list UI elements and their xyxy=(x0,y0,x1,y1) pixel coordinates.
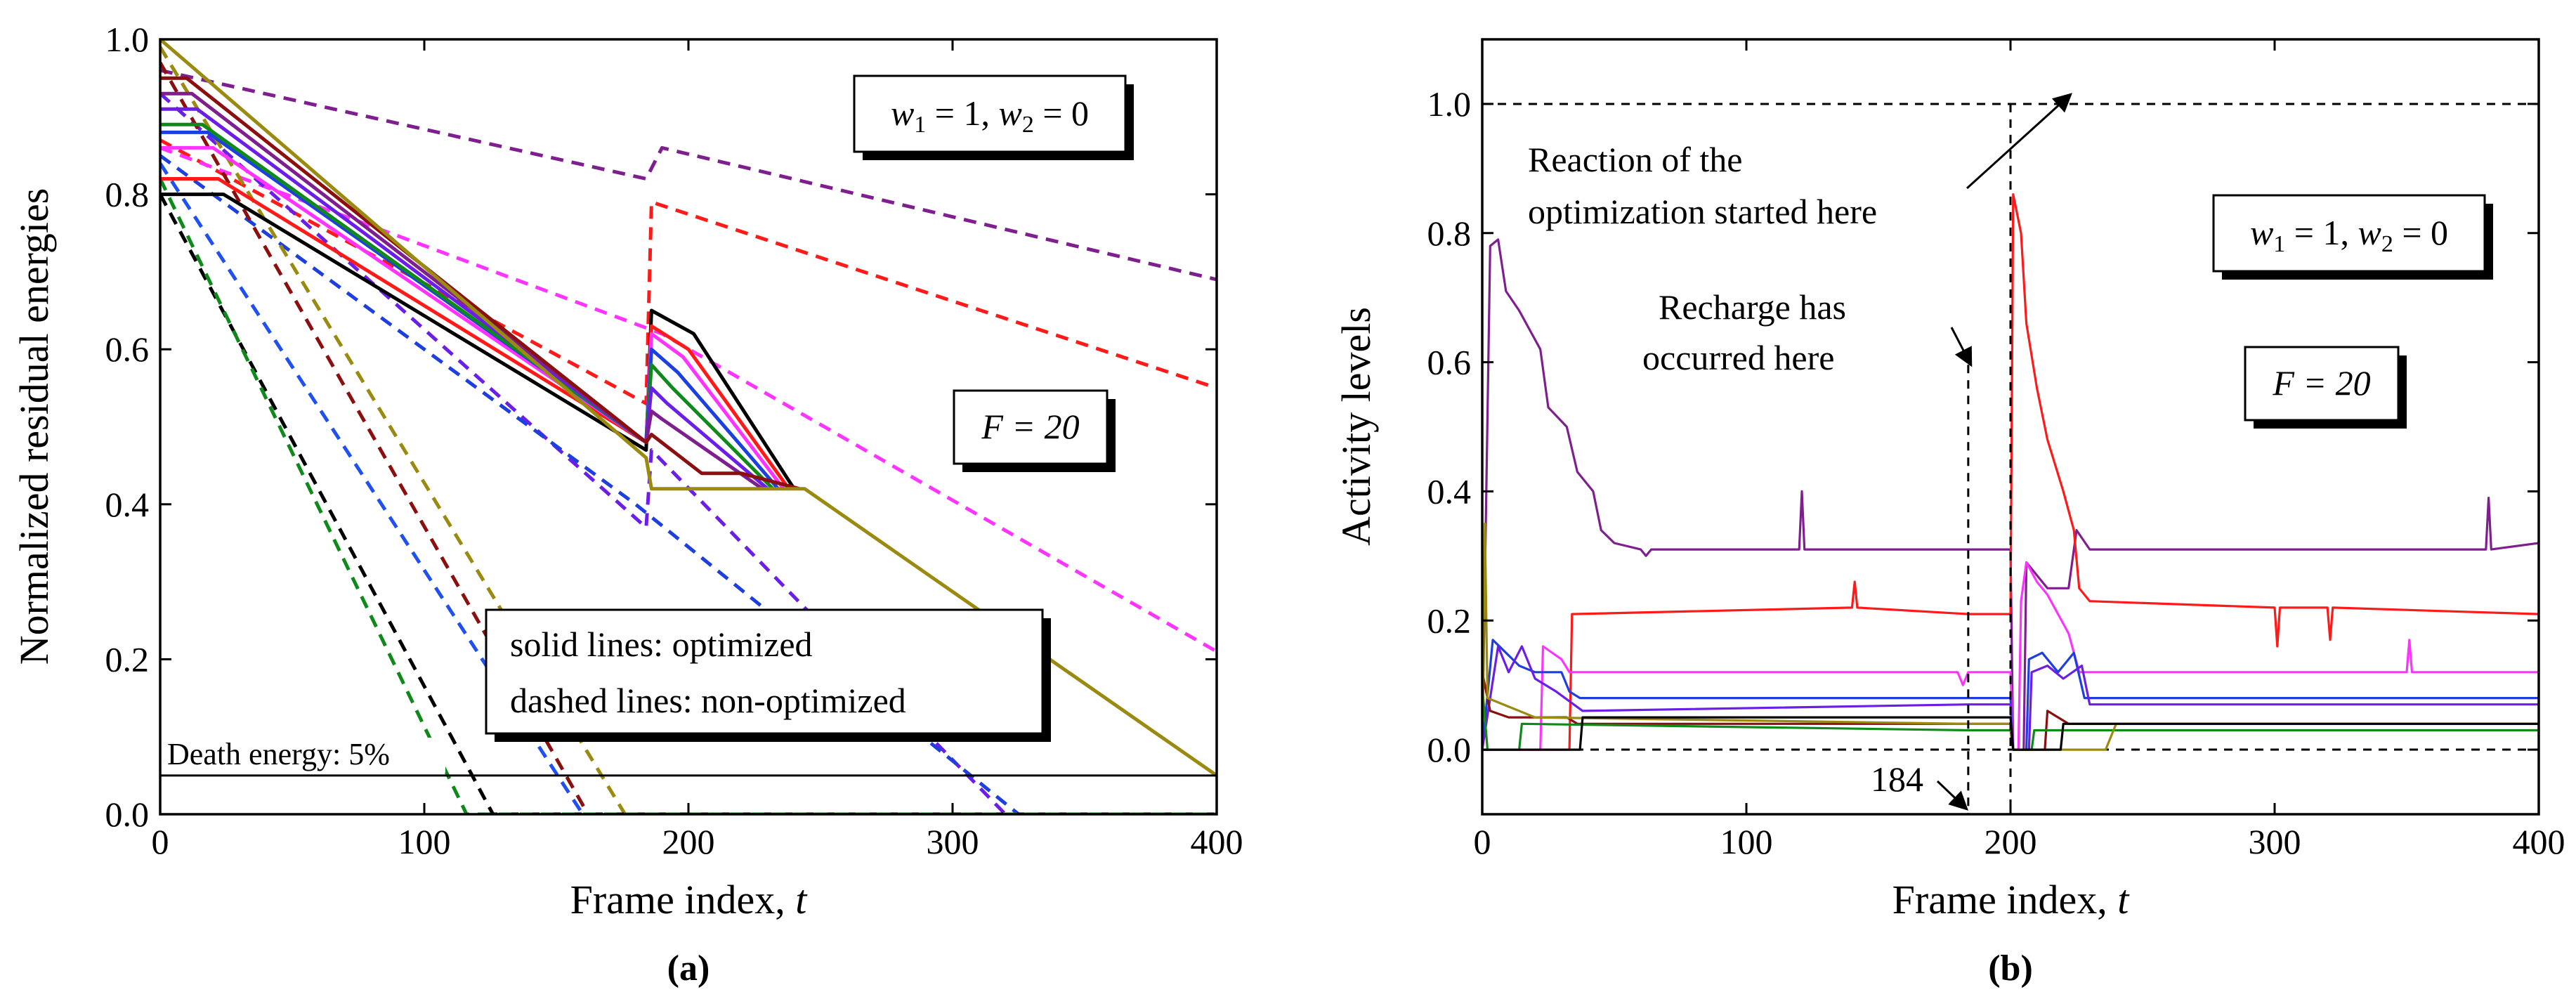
chart-b-series-red xyxy=(1482,193,2539,751)
chart-a-ytick-label: 0.2 xyxy=(105,639,150,679)
chart-a-ytick-label: 0.0 xyxy=(105,795,150,834)
chart-b-recharge-line1: Recharge has xyxy=(1659,287,1846,327)
chart-a-legend-solid: solid lines: optimized xyxy=(510,625,813,664)
chart-b: 0 100 200 300 400 0.0 0.2 0.4 0.6 0.8 1.0 Frame in… xyxy=(1333,38,2565,988)
chart-b-recharge-arrow xyxy=(1950,327,1973,367)
chart-b-marker-label: 184 xyxy=(1871,759,1923,799)
chart-a-series-olive-nonopt xyxy=(160,46,1217,814)
chart-a-legend-box xyxy=(485,608,1044,735)
chart-a-series-darkred-opt xyxy=(160,76,800,491)
chart-b-xtick-label: 300 xyxy=(2249,822,2301,861)
chart-b-weights-text: w1 = 1, w2 = 0 xyxy=(2250,213,2448,257)
chart-a-ytick-label: 0.4 xyxy=(105,485,150,524)
chart-b-frames-text: F = 20 xyxy=(2272,363,2370,403)
chart-a-weights-text: w1 = 1, w2 = 0 xyxy=(891,93,1089,138)
chart-a-series-violet-opt xyxy=(160,107,769,490)
chart-b-panel-label: (b) xyxy=(1988,948,2033,988)
chart-b-ytick-label: 0.6 xyxy=(1427,343,1472,382)
chart-a-series-purple-opt xyxy=(160,91,764,490)
chart-a-ytick-label: 0.6 xyxy=(105,329,150,369)
chart-b-reaction-arrow xyxy=(1966,93,2073,190)
chart-b-series-violet xyxy=(1482,645,2539,751)
chart-b-reaction-line2: optimization started here xyxy=(1528,192,1877,231)
chart-a-death-label-bg xyxy=(163,738,445,773)
chart-b-ytick-label: 1.0 xyxy=(1427,84,1472,124)
chart-a-xtick-label: 400 xyxy=(1191,822,1243,861)
chart-b-marker-arrow xyxy=(1936,780,1968,811)
chart-a-xtick-label: 200 xyxy=(662,822,715,861)
chart-b-reaction-line1: Reaction of the xyxy=(1528,140,1742,179)
chart-b-series-black xyxy=(1482,716,2539,751)
chart-a-ylabel: Normalized residual energies xyxy=(11,188,57,665)
chart-a-weights-box xyxy=(853,74,1127,153)
chart-a-series-green-nonopt xyxy=(160,178,1217,814)
chart-a-xlabel: Frame index, t xyxy=(570,877,809,922)
chart-b-ylabel: Activity levels xyxy=(1333,307,1379,546)
chart-a-xtick-label: 0 xyxy=(152,822,169,861)
chart-b-recharge-line2: occurred here xyxy=(1642,338,1834,377)
chart-a-series xyxy=(160,39,1217,814)
chart-b-ytick-label: 0.0 xyxy=(1427,730,1472,769)
chart-a-ytick-label: 1.0 xyxy=(105,20,150,59)
chart-a-ticks: 0 100 200 300 400 0.0 0.2 0.4 0.6 0.8 1.0 xyxy=(105,20,1243,861)
chart-a-series-black-nonopt xyxy=(160,193,1217,814)
chart-b-ytick-label: 0.4 xyxy=(1427,471,1472,511)
chart-b-xtick-label: 100 xyxy=(1720,822,1773,861)
chart-a-ytick-label: 0.8 xyxy=(105,175,150,214)
chart-b-series xyxy=(1482,193,2539,751)
chart-b-ticks: 0 100 200 300 400 0.0 0.2 0.4 0.6 0.8 1.0 xyxy=(1427,39,2565,861)
chart-b-series-olive xyxy=(1482,522,2539,751)
chart-a-series-violet-nonopt xyxy=(160,92,1217,814)
chart-a-series-blue2-nonopt xyxy=(160,162,1217,814)
chart-b-weights-box xyxy=(2212,194,2486,273)
chart-a-xtick-label: 300 xyxy=(927,822,979,861)
chart-b-xtick-label: 200 xyxy=(1985,822,2037,861)
chart-b-reaction-bg xyxy=(1510,129,1985,242)
chart-a: 0 100 200 300 400 0.0 0.2 0.4 0.6 0.8 1.0 Frame in… xyxy=(11,20,1243,988)
chart-a-death-label: Death energy: 5% xyxy=(167,737,390,771)
chart-b-ytick-label: 0.8 xyxy=(1427,214,1472,253)
chart-a-frames-text: F = 20 xyxy=(981,407,1079,446)
chart-a-frames-box xyxy=(953,389,1109,465)
chart-b-series-blue xyxy=(1482,639,2539,751)
chart-b-frames-box xyxy=(2244,346,2400,422)
chart-a-series-olive-opt xyxy=(160,39,1217,777)
chart-b-xtick-label: 400 xyxy=(2513,822,2565,861)
chart-b-xtick-label: 0 xyxy=(1474,822,1491,861)
chart-b-recharge-bg xyxy=(1635,282,1908,388)
chart-a-legend-dashed: dashed lines: non-optimized xyxy=(510,681,906,720)
chart-a-series-purple-nonopt xyxy=(160,68,1217,282)
chart-a-panel-label: (a) xyxy=(667,948,710,988)
chart-a-xtick-label: 100 xyxy=(398,822,451,861)
chart-b-xlabel: Frame index, t xyxy=(1892,877,2131,922)
chart-b-ytick-label: 0.2 xyxy=(1427,601,1472,640)
